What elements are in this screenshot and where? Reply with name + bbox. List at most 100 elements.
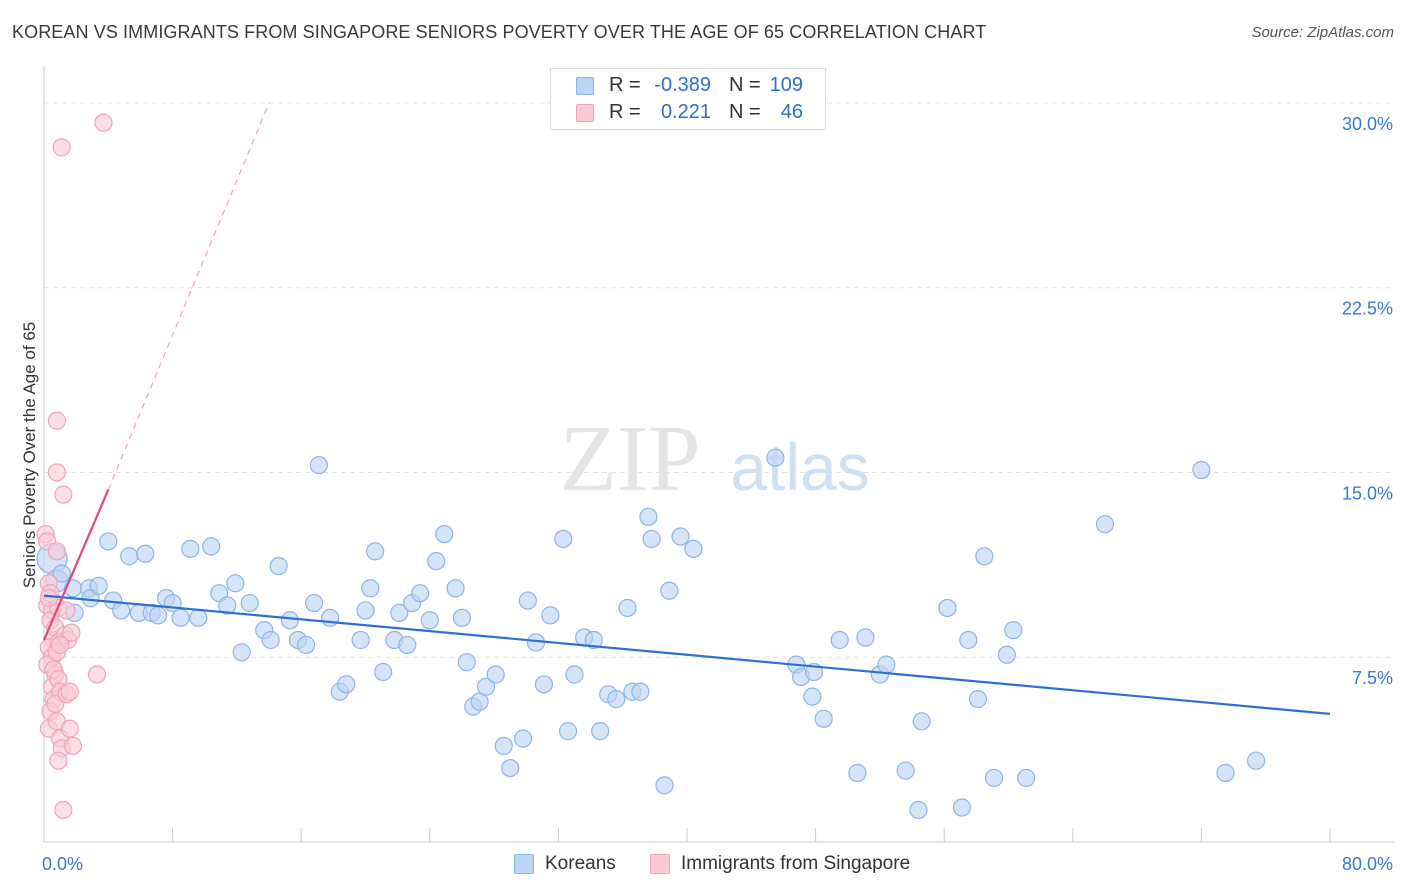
korean-point — [321, 608, 340, 627]
korean-point — [591, 722, 610, 741]
korean-point — [112, 601, 131, 620]
r-value: 0.221 — [660, 101, 711, 123]
n-label: N = — [729, 101, 761, 123]
korean-point — [398, 635, 417, 655]
korean-point — [660, 581, 679, 600]
korean-point — [558, 722, 578, 741]
singapore-swatch — [576, 104, 594, 122]
korean-point — [494, 736, 513, 756]
korean-point — [420, 611, 439, 630]
singapore-point — [49, 751, 68, 770]
korean-point — [296, 635, 316, 655]
korean-point — [366, 542, 385, 561]
korean-point — [554, 529, 573, 549]
points-singapore — [36, 113, 113, 820]
x-tick-label: 80.0% — [1342, 854, 1393, 874]
korean-point — [814, 709, 833, 728]
korean-point — [427, 552, 446, 571]
singapore-point — [47, 463, 66, 482]
korean-point — [1095, 515, 1115, 534]
korean-point — [848, 763, 867, 783]
korean-point — [952, 798, 971, 817]
r-label: R = — [609, 74, 641, 96]
korean-point — [435, 524, 454, 544]
singapore-point — [62, 623, 81, 642]
korean-point — [912, 712, 931, 731]
legend-swatch-singapore — [650, 854, 670, 874]
korean-point — [959, 630, 978, 650]
korean-point — [476, 677, 496, 696]
korean-point — [766, 448, 785, 467]
korean-point — [803, 687, 822, 706]
korean-point — [261, 630, 280, 650]
korean-point — [171, 608, 190, 627]
r-value: -0.389 — [654, 74, 711, 96]
korean-trend-line — [43, 594, 1331, 715]
korean-point — [518, 591, 537, 610]
korean-point — [390, 603, 409, 622]
korean-point — [218, 596, 237, 615]
r-label: R = — [609, 101, 641, 123]
korean-point — [374, 662, 393, 682]
singapore-point — [87, 665, 107, 684]
korean-point — [631, 682, 650, 701]
n-value: 109 — [769, 74, 803, 96]
korean-point — [607, 690, 626, 709]
legend-label-singapore: Immigrants from Singapore — [681, 853, 911, 874]
korean-point — [304, 593, 324, 613]
stats-row-singapore: R = 0.221 N = 46 — [551, 100, 825, 126]
korean-point — [584, 630, 603, 650]
korean-point — [618, 598, 637, 618]
korean-point — [639, 507, 658, 526]
singapore-point — [60, 719, 79, 738]
y-tick-label: 22.5% — [1342, 299, 1393, 319]
korean-point — [452, 608, 472, 627]
singapore-trend-extension — [107, 102, 270, 490]
singapore-point — [47, 411, 66, 430]
korean-point — [1192, 460, 1211, 480]
korean-point — [1246, 751, 1266, 770]
korean-point — [877, 655, 896, 674]
korean-point — [655, 776, 674, 795]
korean-point — [240, 593, 259, 613]
korean-point — [486, 665, 505, 684]
tick-labels: 7.5% 15.0% 22.5% 30.0% 0.0% 80.0% — [42, 114, 1393, 874]
singapore-point — [94, 113, 113, 132]
grid-lines — [44, 102, 1394, 658]
singapore-point — [63, 736, 83, 756]
korean-point — [351, 630, 370, 650]
chart-title: KOREAN VS IMMIGRANTS FROM SINGAPORE SENI… — [12, 22, 987, 42]
singapore-point — [54, 800, 73, 820]
korean-point — [337, 675, 356, 694]
korean-point — [671, 527, 690, 546]
korean-point — [541, 606, 560, 625]
korean-point — [280, 611, 300, 630]
korean-point — [975, 547, 994, 566]
y-tick-label: 30.0% — [1342, 114, 1393, 134]
korean-point — [457, 653, 476, 672]
singapore-point — [47, 542, 66, 561]
korean-point — [136, 544, 155, 563]
korean-point — [856, 628, 875, 647]
korean-point — [226, 574, 245, 593]
korean-point — [565, 665, 584, 684]
koreans-swatch — [576, 77, 594, 95]
korean-point — [997, 645, 1016, 664]
korean-point — [202, 537, 221, 556]
watermark-atlas: atlas — [730, 430, 869, 504]
korean-point — [968, 690, 988, 709]
korean-point — [534, 675, 554, 694]
y-tick-label: 15.0% — [1342, 483, 1393, 503]
n-label: N = — [729, 74, 761, 96]
korean-point — [1004, 621, 1023, 640]
korean-point — [309, 455, 328, 475]
singapore-trend-line — [42, 489, 110, 641]
legend-swatch-koreans — [514, 854, 534, 874]
korean-point — [356, 601, 375, 620]
x-tick-label: 0.0% — [42, 854, 83, 874]
singapore-point — [57, 601, 76, 620]
trend-lines — [42, 102, 1331, 715]
stats-legend: R = -0.389 N = 109 R = 0.221 N = 46 — [550, 68, 826, 130]
korean-point — [684, 539, 703, 558]
